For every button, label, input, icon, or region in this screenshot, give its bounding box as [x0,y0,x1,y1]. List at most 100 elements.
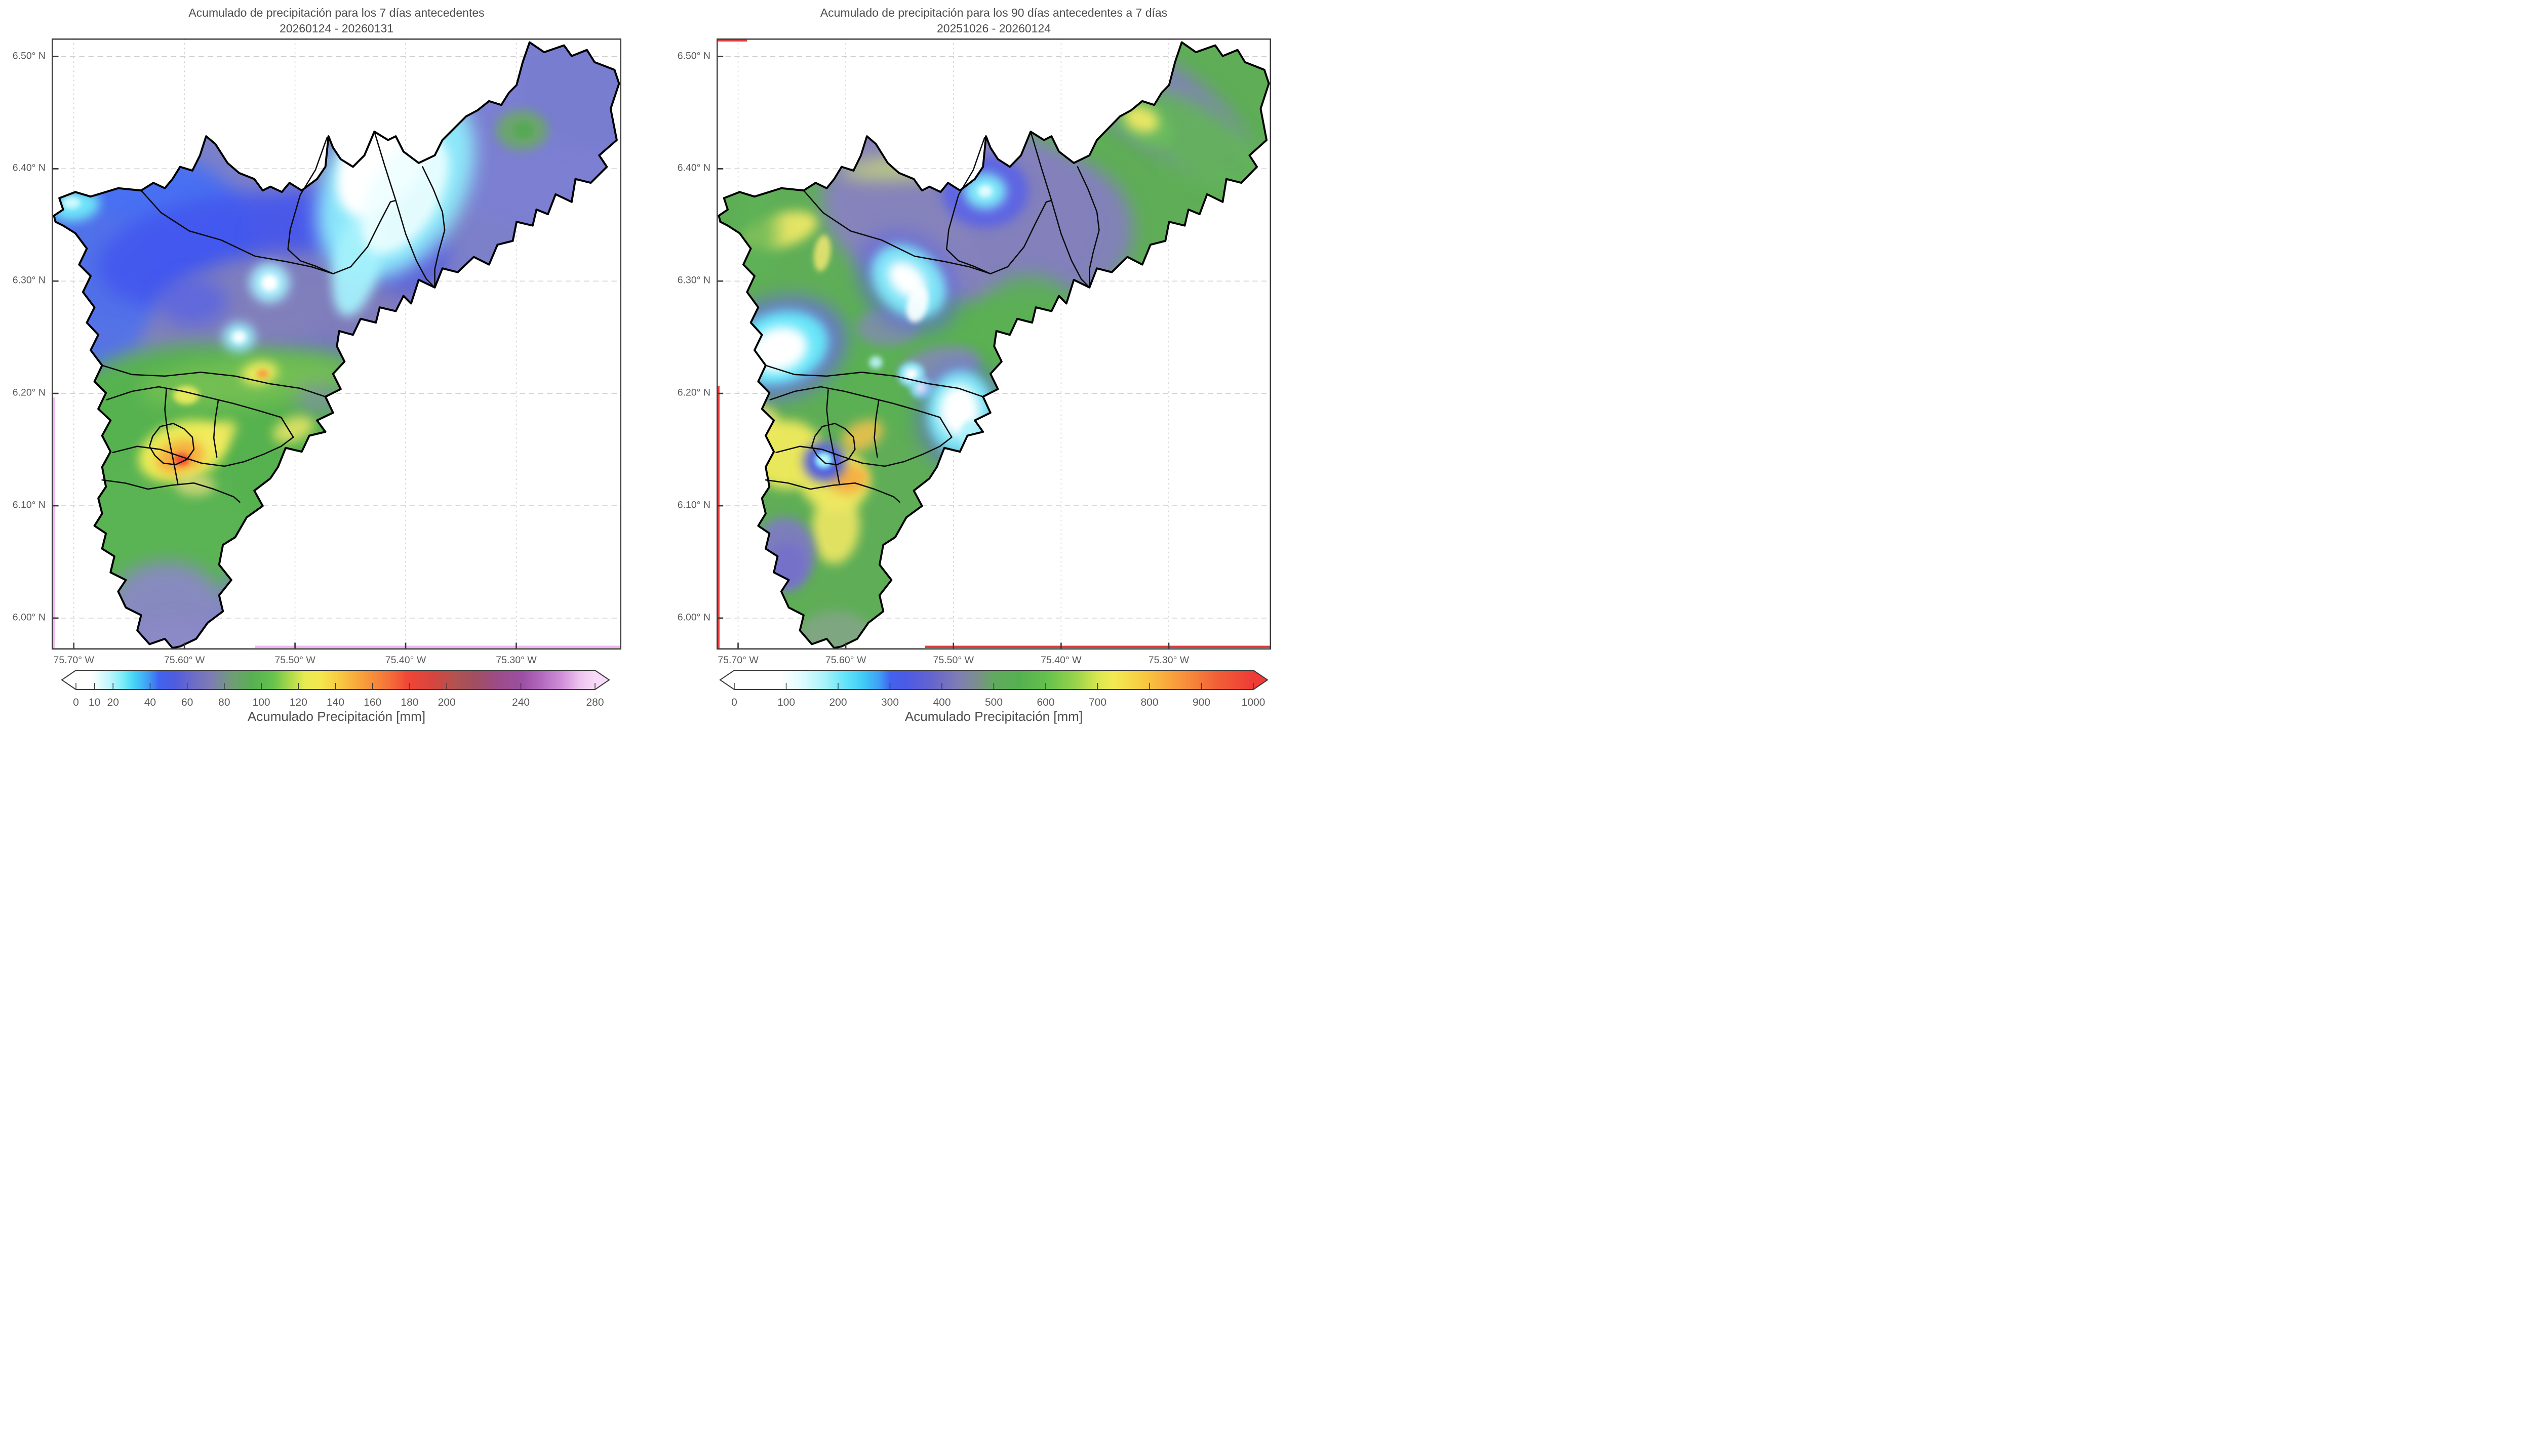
colorbar-tick-label: 900 [1193,697,1210,708]
colorbar-tick-label: 0 [73,697,79,708]
basin-outline [718,41,1270,649]
field-blob [820,457,827,463]
y-tick-label: 6.40° N [12,162,46,174]
figure-90-days: Acumulado de precipitación para los 90 d… [639,0,1277,728]
colorbar-tick-label: 200 [829,697,847,708]
field-blob [1124,106,1159,133]
field-blob [139,620,209,648]
y-tick-label: 6.30° N [677,274,710,286]
edge-artifact [255,645,621,648]
x-tick-label: 75.40° W [385,655,426,666]
field-blob [749,327,808,373]
x-tick-label: 75.50° W [274,655,315,666]
colorbar-tick-label: 700 [1089,697,1106,708]
figure-title-block: Acumulado de precipitación para los 7 dí… [52,5,621,36]
colorbar-tick-label: 180 [401,697,418,708]
y-tick-label: 6.20° N [12,387,46,398]
x-tick-label: 75.70° W [718,655,759,666]
colorbar-label: Acumulado Precipitación [mm] [247,709,426,724]
colorbar-tick-label: 40 [144,697,156,708]
y-tick-label: 6.20° N [677,387,710,398]
x-tick-label: 75.60° W [164,655,205,666]
field-blob [361,136,449,254]
precipitation-figure-page: Acumulado de precipitación para los 7 dí… [0,0,1277,728]
field-blob [977,185,993,197]
colorbar-tick-label: 160 [364,697,381,708]
map-plot-area: 6.50° N 6.40° N 6.30° N 6.20° N 6.10° N 6.00°… [678,38,1271,666]
y-tick-label: 6.30° N [12,274,46,286]
colorbar-tick-label: 10 [89,697,100,708]
colorbar-tick-label: 100 [253,697,270,708]
x-tick-label: 75.30° W [496,655,537,666]
colorbar: 0 10 20 40 60 80 100 120 140 160 180 200 240 280 [61,670,610,708]
figure-title: Acumulado de precipitación para los 7 dí… [188,6,485,19]
colorbar: 0 100 200 300 400 500 600 700 800 900 1000 [719,670,1269,708]
figure-subtitle: 20251026 - 20260124 [936,22,1051,35]
colorbar-tick-label: 600 [1037,697,1054,708]
x-tick-label: 75.40° W [1041,655,1082,666]
colorbar-tick-label: 400 [933,697,951,708]
y-tick-label: 6.10° N [12,499,46,511]
edge-artifact [717,39,747,42]
field-blob [813,235,831,271]
field-blob [869,356,883,369]
field-blob [232,331,246,343]
field-blob [261,274,278,292]
x-tick-label: 75.50° W [933,655,974,666]
colorbar-tick-label: 280 [586,697,604,708]
edge-artifact [925,645,1271,648]
map-canvas [52,38,621,650]
colorbar-tick-label: 800 [1140,697,1158,708]
colorbar-tick-label: 200 [438,697,456,708]
figure-title: Acumulado de precipitación para los 90 d… [820,6,1168,19]
field-blob [811,491,860,564]
field-blob [520,42,619,148]
y-tick-label: 6.10° N [677,499,710,511]
x-tick-label: 75.30° W [1148,655,1190,666]
field-blob [173,386,200,405]
plot-frame [52,38,621,650]
colorbar-tick-label: 100 [777,697,795,708]
x-tick-label: 75.60° W [825,655,866,666]
field-blob [272,416,314,443]
colorbar-tick-label: 140 [327,697,344,708]
field-blob [256,369,269,379]
colorbar-tick-label: 80 [218,697,230,708]
figure-7-days: Acumulado de precipitación para los 7 dí… [0,0,639,728]
field-blob [738,183,777,283]
figure-title-block: Acumulado de precipitación para los 90 d… [717,5,1271,36]
field-blob [513,122,534,139]
colorbar-label: Acumulado Precipitación [mm] [904,709,1083,724]
field-blob [904,368,919,381]
colorbar-tick-label: 0 [731,697,737,708]
colorbar-tick-label: 60 [181,697,193,708]
figure-subtitle: 20260124 - 20260131 [279,22,394,35]
colorbar-tick-label: 20 [107,697,119,708]
map-plot-area: 6.50° N 6.40° N 6.30° N 6.20° N 6.10° N 6.00°… [13,38,621,666]
colorbar-tick-label: 500 [985,697,1003,708]
edge-artifact [717,386,720,650]
municipality-boundaries [765,131,1100,503]
municipality-boundaries [101,131,446,503]
y-tick-label: 6.50° N [12,50,46,61]
colorbar-tick-label: 240 [512,697,530,708]
field-blob [174,453,189,466]
x-tick-label: 75.70° W [53,655,94,666]
axis-ticks [717,56,1170,650]
y-tick-label: 6.00° N [12,612,46,623]
basin-outline [53,41,620,649]
field-blob [159,277,228,327]
field-blob [906,286,929,322]
y-tick-label: 6.40° N [677,162,710,174]
axis-ticks [52,56,517,650]
field-blob [841,420,884,452]
plot-frame [717,38,1271,650]
colorbar-tick-label: 120 [290,697,307,708]
edge-artifact [52,397,55,650]
map-canvas [717,38,1271,650]
field-blob [62,196,81,209]
field-blob [175,474,216,496]
y-tick-label: 6.00° N [677,612,710,623]
colorbar-tick-label: 300 [881,697,899,708]
colorbar-tick-label: 1000 [1242,697,1265,708]
